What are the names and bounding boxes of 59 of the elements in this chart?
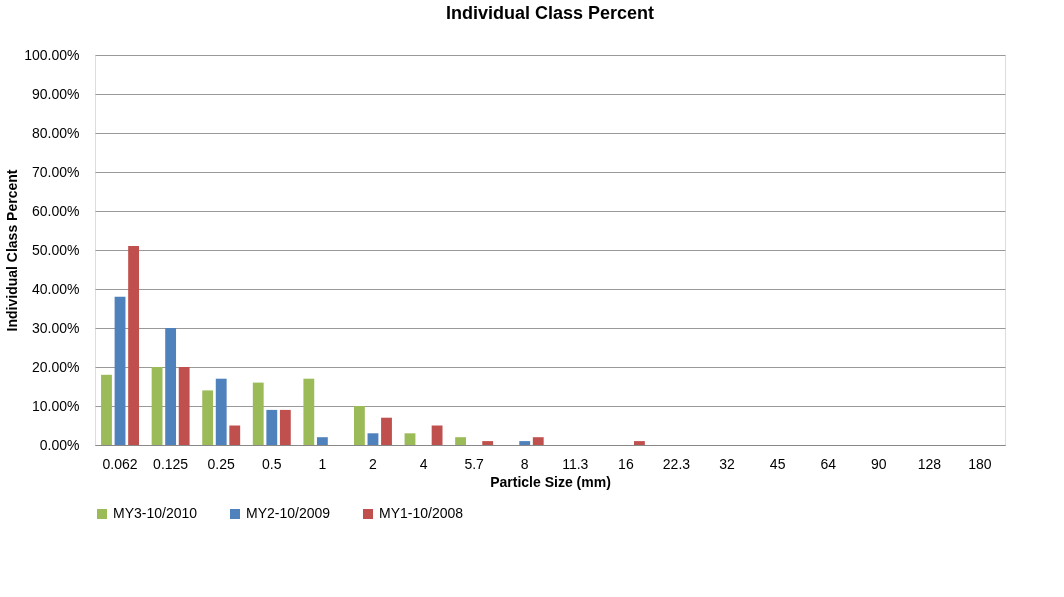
legend-label: MY3-10/2010 <box>113 505 198 521</box>
x-axis-title: Particle Size (mm) <box>490 473 611 490</box>
x-tick-label: 1 <box>318 455 327 472</box>
bar <box>532 437 544 445</box>
x-tick-label: 0.125 <box>153 455 189 472</box>
y-tick-label: 100.00% <box>24 46 80 63</box>
bar <box>431 425 443 445</box>
bar <box>482 441 494 445</box>
y-tick-label: 40.00% <box>32 280 80 297</box>
x-tick-label: 5.7 <box>464 455 485 472</box>
x-tick-label: 0.062 <box>102 455 138 472</box>
x-tick-label: 64 <box>820 455 837 472</box>
x-tick-label: 45 <box>769 455 786 472</box>
bar <box>202 390 214 445</box>
bar <box>252 382 264 445</box>
bar <box>381 417 392 445</box>
x-tick-label: 8 <box>520 455 529 472</box>
bar <box>165 328 177 445</box>
bar <box>215 378 227 445</box>
bar <box>151 367 163 445</box>
x-tick-label: 11.3 <box>562 455 589 472</box>
bar <box>303 378 315 445</box>
bar <box>178 367 190 445</box>
x-tick-label: 90 <box>871 455 887 472</box>
y-tick-label: 10.00% <box>32 397 80 414</box>
y-tick-label: 20.00% <box>32 358 80 375</box>
y-tick-label: 60.00% <box>32 202 80 219</box>
x-tick-label: 32 <box>719 455 736 472</box>
bar <box>101 374 112 445</box>
x-tick-label: 128 <box>917 455 942 472</box>
y-tick-label: 0.00% <box>39 436 80 453</box>
bar <box>367 433 379 445</box>
bar <box>455 437 466 445</box>
y-axis-title: Individual Class Percent <box>4 169 21 332</box>
x-tick-label: 0.5 <box>262 455 282 472</box>
legend-label: MY2-10/2009 <box>246 505 331 521</box>
y-tick-label: 30.00% <box>32 319 80 336</box>
legend-label: MY1-10/2008 <box>379 505 464 521</box>
x-tick-label: 16 <box>618 455 634 472</box>
bar <box>128 246 140 445</box>
bar <box>353 406 365 445</box>
bar <box>519 441 531 445</box>
y-tick-label: 70.00% <box>32 163 80 180</box>
x-tick-label: 2 <box>369 455 378 472</box>
y-tick-label: 50.00% <box>32 241 80 258</box>
bar <box>404 433 416 445</box>
bar <box>634 441 645 445</box>
x-tick-label: 22.3 <box>662 455 691 472</box>
x-tick-label: 180 <box>968 455 992 472</box>
bar <box>316 437 328 445</box>
bar <box>229 425 241 445</box>
x-tick-label: 0.25 <box>207 455 236 472</box>
y-tick-label: 80.00% <box>32 124 80 141</box>
bar <box>266 409 278 445</box>
x-tick-label: 4 <box>419 455 428 472</box>
bar <box>114 296 126 445</box>
y-tick-label: 90.00% <box>32 85 80 102</box>
bar <box>279 409 291 445</box>
chart-title: Individual Class Percent <box>445 3 655 23</box>
